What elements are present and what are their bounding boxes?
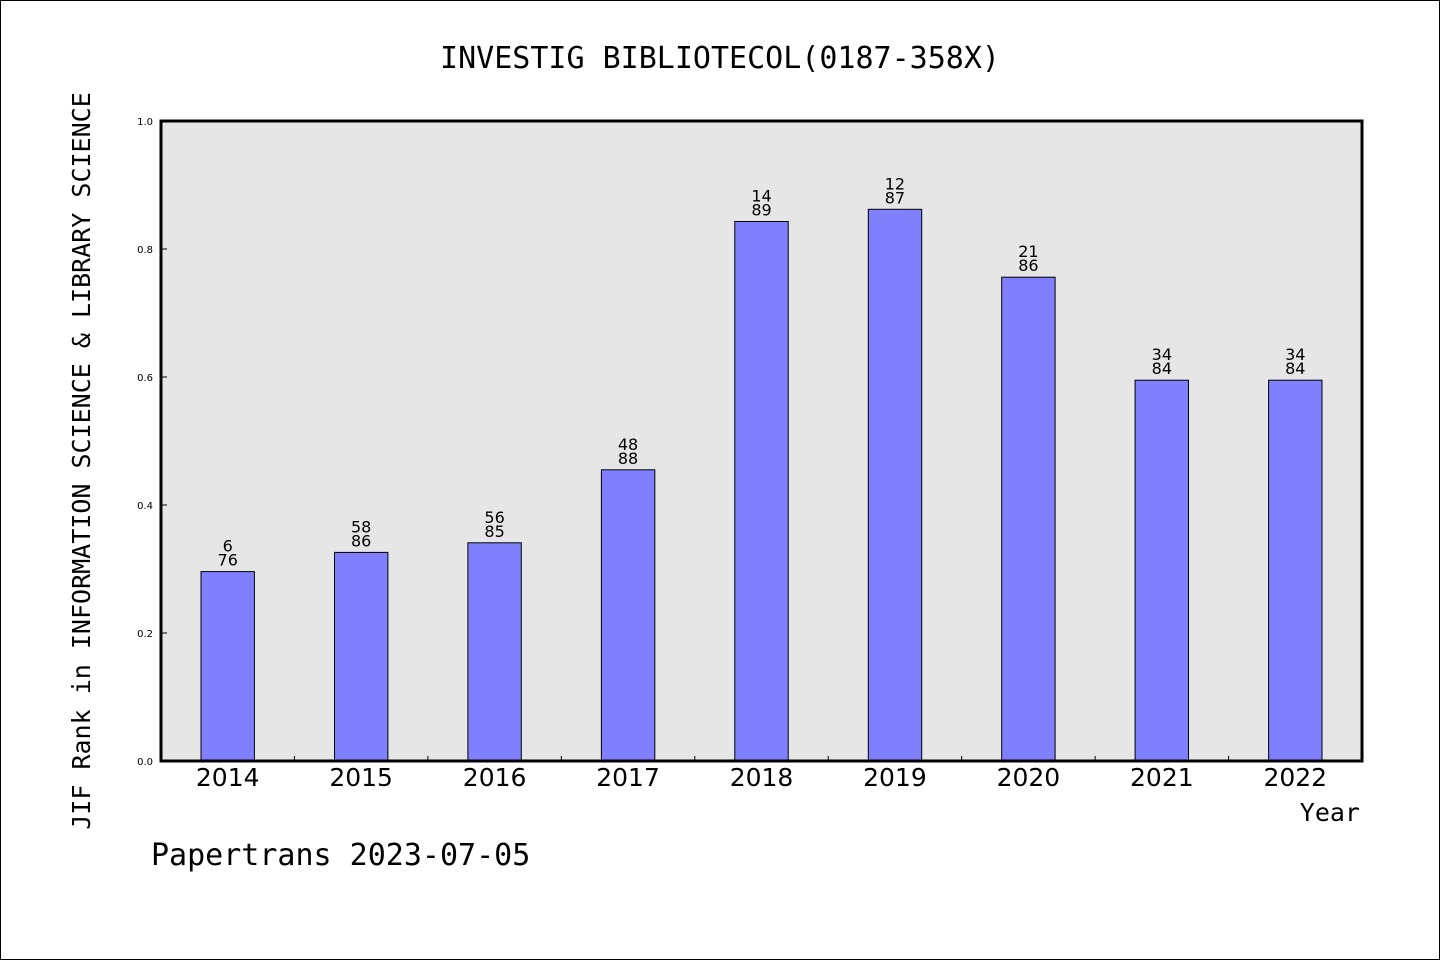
x-tick-label-2015: 2015: [329, 763, 393, 792]
bar-label-rank-2022: 34: [1285, 345, 1305, 364]
y-tick-label-0.2: 0.2: [137, 629, 153, 640]
bar-label-rank-2017: 48: [618, 435, 638, 454]
x-axis-label: Year: [1300, 798, 1360, 827]
bar-label-total-2017: 88: [618, 449, 638, 468]
bar-2014: [200, 571, 255, 762]
footer-credit: Papertrans 2023-07-05: [151, 838, 530, 873]
y-tick-label-0.6: 0.6: [137, 373, 153, 384]
bar-2017: [600, 469, 656, 762]
bar-2019: [867, 208, 923, 762]
chart-title: INVESTIG BIBLIOTECOL(0187-358X): [440, 41, 1000, 76]
bar-label-total-2016: 85: [484, 522, 504, 541]
plot-frame: [159, 119, 1364, 763]
x-tick-label-2021: 2021: [1130, 763, 1194, 792]
bar-label-rank-2019: 12: [885, 174, 905, 193]
bar-label-rank-2018: 14: [751, 186, 771, 205]
x-tick-label-2017: 2017: [596, 763, 660, 792]
y-tick-label-1.0: 1.0: [137, 117, 153, 128]
bar-label-total-2018: 89: [751, 200, 771, 219]
bar-2021: [1134, 379, 1189, 762]
ticks-layer: 2014 2015 2016 2017 2018 2019 2020 2021 2022 0.0 0…: [137, 117, 1327, 792]
y-tick-label-0.8: 0.8: [137, 245, 153, 256]
bar-2015: [334, 551, 389, 762]
bar-label-total-2021: 84: [1152, 359, 1172, 378]
bar-2022: [1268, 379, 1323, 762]
bar-label-total-2022: 84: [1285, 359, 1305, 378]
bar-label-rank-2015: 58: [351, 517, 371, 536]
x-tick-label-2020: 2020: [997, 763, 1061, 792]
bar-label-total-2014: 76: [218, 551, 238, 570]
x-tick-label-2014: 2014: [196, 763, 260, 792]
x-tick-label-2019: 2019: [863, 763, 927, 792]
bar-label-total-2019: 87: [885, 188, 905, 207]
bar-label-rank-2020: 21: [1018, 242, 1038, 261]
bar-2018: [734, 221, 789, 762]
x-tick-label-2016: 2016: [463, 763, 527, 792]
bar-label-rank-2021: 34: [1152, 345, 1172, 364]
bar-2016: [467, 542, 522, 762]
y-axis-label: JIF Rank in INFORMATION SCIENCE & LIBRAR…: [67, 92, 96, 830]
bar-label-rank-2016: 56: [484, 508, 504, 527]
x-tick-label-2018: 2018: [730, 763, 794, 792]
y-tick-label-0.0: 0.0: [137, 757, 153, 768]
bar-label-rank-2014: 6: [223, 537, 233, 556]
y-tick-label-0.4: 0.4: [137, 501, 153, 512]
x-tick-label-2022: 2022: [1263, 763, 1327, 792]
bar-label-total-2020: 86: [1018, 256, 1038, 275]
bar-label-total-2015: 86: [351, 531, 371, 550]
bar-2020: [1001, 276, 1056, 762]
